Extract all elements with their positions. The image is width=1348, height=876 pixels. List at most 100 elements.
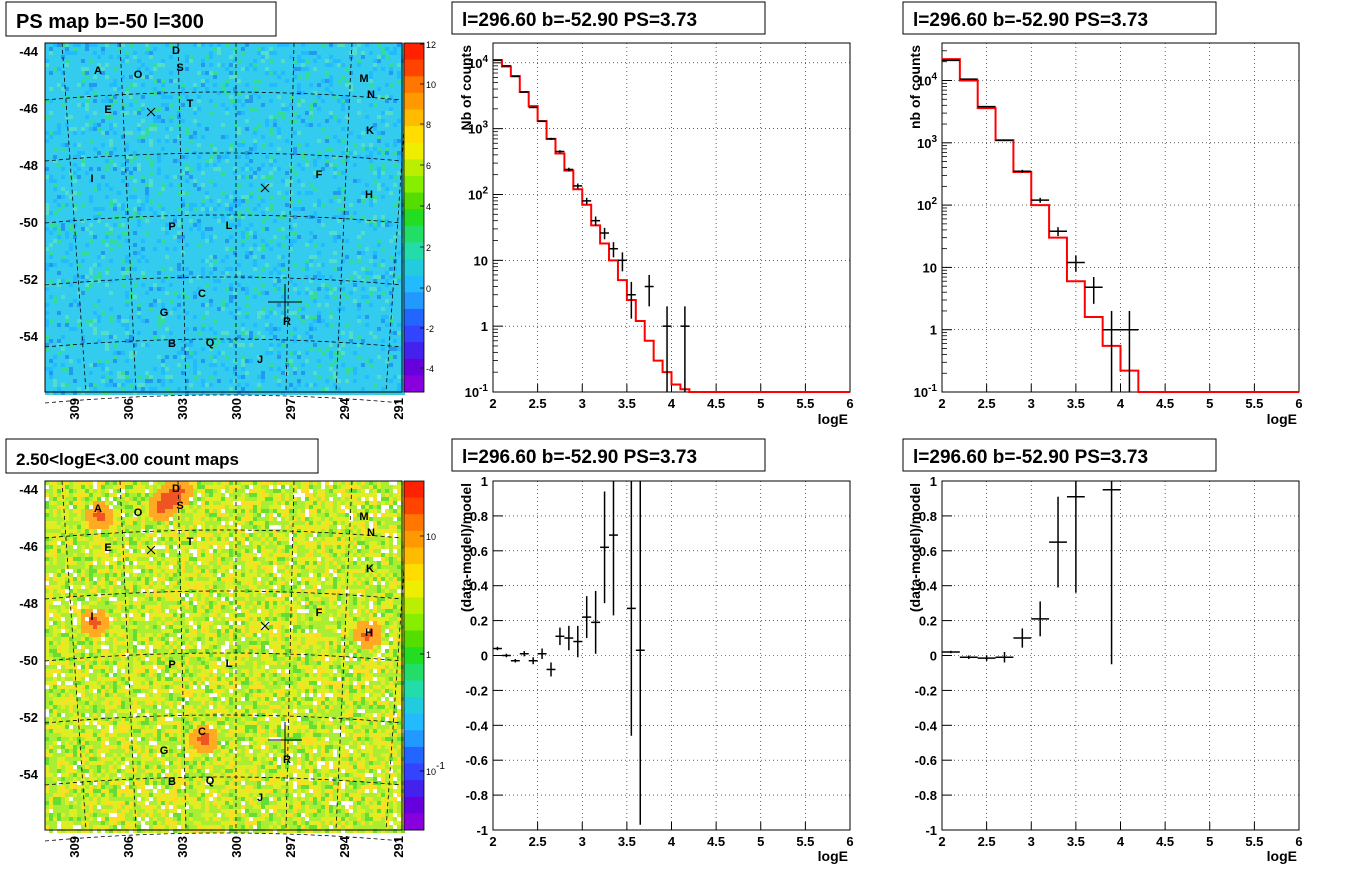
heatmap-cell [205,135,209,139]
heatmap-cell [305,223,309,227]
heatmap-cell [133,155,137,159]
heatmap-cell [273,235,277,239]
heatmap-cell [133,187,137,191]
heatmap-cell [325,111,329,115]
heatmap-cell [273,247,277,251]
heatmap-cell [157,139,161,143]
heatmap-cell [245,55,249,59]
heatmap-cell [125,263,129,267]
heatmap-cell [121,183,125,187]
heatmap-cell [389,43,393,47]
heatmap-cell [117,63,121,67]
heatmap-cell [381,155,385,159]
heatmap-cell [389,171,393,175]
heatmap-cell [121,167,125,171]
heatmap-cell [101,91,105,95]
heatmap-cell [397,147,401,151]
heatmap-cell [205,167,209,171]
heatmap-cell [293,159,297,163]
heatmap-cell [233,223,237,227]
heatmap-cell [45,227,49,231]
heatmap-cell [389,187,393,191]
heatmap-cell [49,159,53,163]
heatmap-cell [241,183,245,187]
heatmap-cell [265,243,269,247]
heatmap-cell [373,83,377,87]
heatmap-cell [49,155,53,159]
heatmap-cell [105,55,109,59]
heatmap-cell [337,187,341,191]
heatmap-cell [337,47,341,51]
heatmap-cell [349,195,353,199]
heatmap-cell [137,59,141,63]
heatmap-cell [181,195,185,199]
heatmap-cell [297,255,301,259]
heatmap-cell [173,239,177,243]
heatmap-cell [205,227,209,231]
heatmap-cell [173,79,177,83]
heatmap-cell [133,71,137,75]
heatmap-cell [381,91,385,95]
heatmap-cell [189,243,193,247]
heatmap-cell [85,139,89,143]
heatmap-cell [145,171,149,175]
heatmap-cell [61,163,65,167]
heatmap-cell [393,67,397,71]
heatmap-cell [177,111,181,115]
heatmap-cell [121,239,125,243]
heatmap-cell [189,167,193,171]
heatmap-cell [245,227,249,231]
heatmap-cell [153,91,157,95]
heatmap-cell [177,179,181,183]
heatmap-cell [109,55,113,59]
heatmap-cell [105,227,109,231]
heatmap-cell [89,99,93,103]
heatmap-cell [77,247,81,251]
heatmap-cell [261,155,265,159]
heatmap-cell [389,231,393,235]
heatmap-cell [357,255,361,259]
heatmap-cell [225,95,229,99]
heatmap-cell [101,115,105,119]
heatmap-cell [73,83,77,87]
heatmap-cell [53,71,57,75]
heatmap-cell [197,75,201,79]
heatmap-cell [333,91,337,95]
heatmap-cell [125,159,129,163]
heatmap-cell [237,239,241,243]
heatmap-cell [229,151,233,155]
heatmap-cell [369,243,373,247]
heatmap-cell [325,159,329,163]
heatmap-cell [81,123,85,127]
heatmap-cell [313,47,317,51]
heatmap-cell [345,231,349,235]
heatmap-cell [157,51,161,55]
heatmap-cell [165,155,169,159]
heatmap-cell [401,207,405,211]
heatmap-cell [369,59,373,63]
heatmap-cell [185,231,189,235]
heatmap-cell [333,223,337,227]
heatmap-cell [333,55,337,59]
heatmap-cell [173,107,177,111]
heatmap-cell [117,131,121,135]
heatmap-cell [237,243,241,247]
heatmap-cell [137,63,141,67]
heatmap-cell [385,139,389,143]
heatmap-cell [149,51,153,55]
heatmap-cell [125,87,129,91]
heatmap-cell [97,111,101,115]
heatmap-cell [249,55,253,59]
heatmap-cell [285,111,289,115]
heatmap-cell [353,143,357,147]
heatmap-cell [349,167,353,171]
heatmap-cell [181,155,185,159]
heatmap-cell [253,227,257,231]
heatmap-cell [193,59,197,63]
heatmap-cell [141,191,145,195]
heatmap-cell [73,243,77,247]
heatmap-cell [121,71,125,75]
heatmap-cell [241,259,245,263]
heatmap-cell [201,119,205,123]
heatmap-cell [177,203,181,207]
